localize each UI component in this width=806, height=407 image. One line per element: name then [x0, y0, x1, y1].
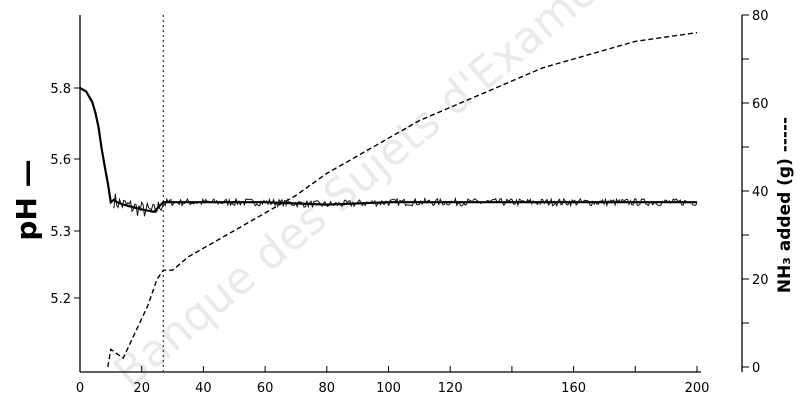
x-tick-label: 20	[133, 381, 150, 396]
x-tick-label: 40	[195, 381, 212, 396]
nh3-series-line	[107, 31, 698, 368]
x-tick-label: 100	[376, 381, 401, 396]
x-tick-label: 160	[561, 381, 586, 396]
y-right-tick-label: 40	[752, 185, 769, 200]
y-right-tick-label: 80	[752, 9, 769, 24]
y-axis-right-title: NH₃ added (g) -----	[775, 117, 795, 293]
y-axis-left-title: pH —	[10, 159, 43, 240]
y-left-tick-label: 5.8	[50, 82, 71, 97]
y-left-tick-label: 5.3	[50, 225, 71, 240]
x-tick-label: 200	[685, 381, 710, 396]
y-right-tick-label: 0	[752, 361, 760, 376]
x-tick-label: 60	[257, 381, 274, 396]
y-right-tick-label: 20	[752, 273, 769, 288]
y-left-tick-label: 5.6	[50, 153, 71, 168]
x-tick-label: 0	[76, 381, 84, 396]
y-right-tick-label: 60	[752, 97, 769, 112]
x-tick-label: 120	[438, 381, 463, 396]
watermark: Banque des Sujets d'Examen	[104, 0, 628, 398]
data-marks	[79, 15, 698, 372]
ph-noise-trace	[113, 193, 698, 217]
y-left-tick-label: 5.2	[50, 292, 71, 307]
axes: 0 20 40 60 80 100 120 160 200 5.8 5.6 5.3 5.2 0 20 40 60…	[50, 9, 768, 396]
x-tick-label: 80	[319, 381, 336, 396]
